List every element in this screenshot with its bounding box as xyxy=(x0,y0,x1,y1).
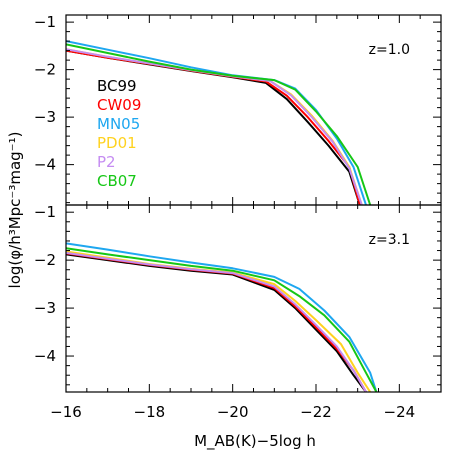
y-axis-title: log(φ/h³Mpc⁻³mag⁻¹) xyxy=(6,132,24,289)
series-group xyxy=(66,242,378,392)
legend-entry-pd01: PD01 xyxy=(97,134,137,152)
x-tick-label: −18 xyxy=(134,403,166,421)
y-tick-label: −4 xyxy=(34,156,56,174)
series-line-mn05 xyxy=(66,242,378,392)
panel-1: −1 −2 −3 −4 z=1.0 xyxy=(34,13,442,206)
y-tick-label: −4 xyxy=(34,347,56,365)
y-tick-label: −1 xyxy=(34,13,56,31)
panels-group: −1 −2 −3 −4 z=1.0 −1 −2 −3 −4 z=3.1 −16 −18 −20 −22 −2… xyxy=(34,13,442,421)
legend-entry-cw09: CW09 xyxy=(97,96,141,114)
series-line-p2 xyxy=(66,48,363,205)
series-line-cb07 xyxy=(66,43,372,205)
panel-label: z=3.1 xyxy=(369,232,410,248)
legend-entry-bc99: BC99 xyxy=(97,77,137,95)
x-tick-label: −16 xyxy=(50,403,82,421)
x-tick-label: −22 xyxy=(300,403,332,421)
panel-label: z=1.0 xyxy=(369,42,410,58)
legend-entry-mn05: MN05 xyxy=(97,115,140,133)
x-tick-label: −20 xyxy=(217,403,249,421)
y-tick-label: −3 xyxy=(34,299,56,317)
series-line-bc99 xyxy=(66,253,367,392)
legend-entry-p2: P2 xyxy=(97,153,116,171)
series-line-cb07 xyxy=(66,247,378,392)
y-tick-label: −2 xyxy=(34,61,56,79)
series-line-p2 xyxy=(66,251,367,392)
y-tick-label: −3 xyxy=(34,108,56,126)
panel-2: −1 −2 −3 −4 z=3.1 −16 −18 −20 −22 −24 xyxy=(34,203,442,421)
x-axis-title: M_AB(K)−5log h xyxy=(194,432,316,451)
y-tick-label: −2 xyxy=(34,251,56,269)
series-group xyxy=(66,40,372,205)
legend-entry-cb07: CB07 xyxy=(97,172,137,190)
x-tick-label: −24 xyxy=(384,403,416,421)
series-line-cw09 xyxy=(66,252,367,392)
y-tick-label: −1 xyxy=(34,203,56,221)
